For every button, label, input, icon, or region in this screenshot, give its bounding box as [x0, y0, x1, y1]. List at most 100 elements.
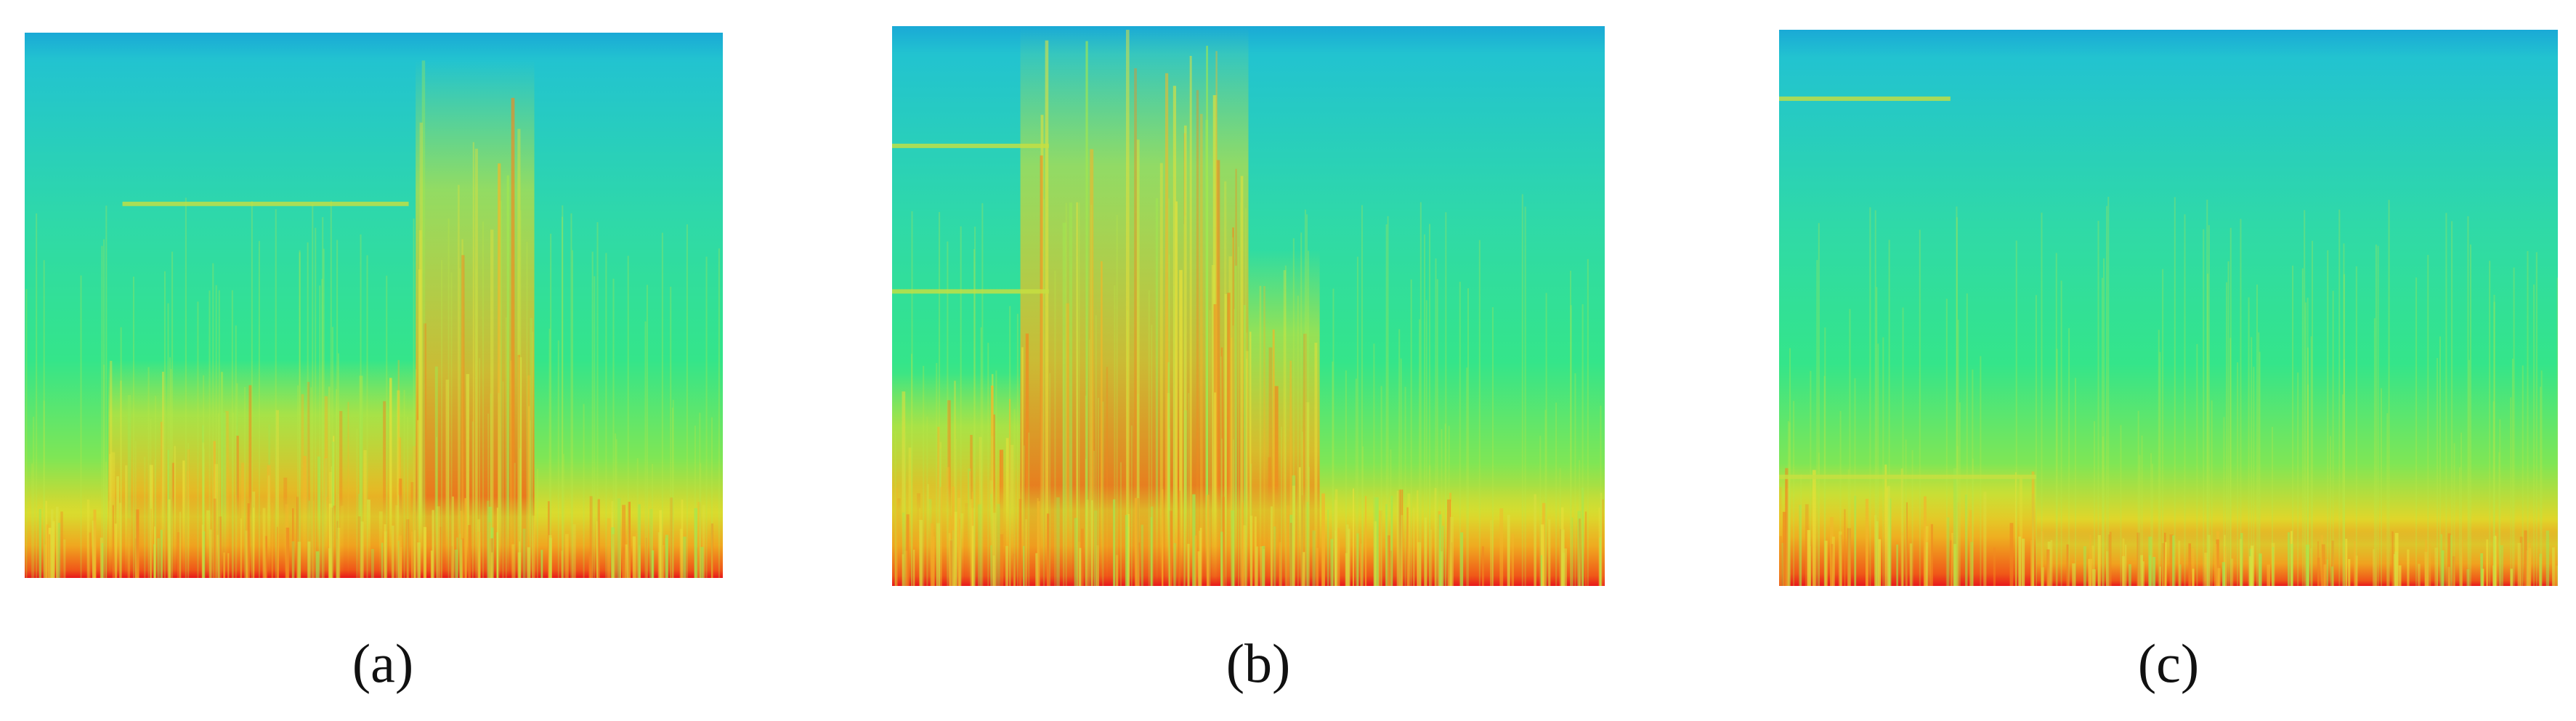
stripe	[321, 279, 323, 578]
stripe	[127, 518, 130, 578]
stripe	[2122, 555, 2126, 586]
stripe	[307, 381, 310, 578]
stripe	[1304, 209, 1306, 586]
stripe	[157, 538, 160, 578]
stripe	[681, 500, 684, 578]
stripe	[1013, 553, 1016, 586]
stripe	[1023, 545, 1025, 586]
stripe	[1524, 206, 1526, 586]
stripe	[2323, 564, 2327, 586]
stripe	[615, 433, 617, 578]
stripe	[1271, 506, 1273, 586]
stripe	[103, 364, 105, 578]
tone-line	[1779, 474, 2036, 479]
stripe	[2287, 532, 2291, 586]
stripe	[1966, 293, 1968, 586]
stripe	[705, 256, 708, 578]
stripe	[622, 505, 626, 578]
stripe	[1345, 553, 1348, 586]
stripe	[292, 508, 294, 578]
stripe	[612, 534, 615, 578]
stripe	[1959, 402, 1961, 586]
stripe	[474, 148, 478, 578]
stripe	[1459, 282, 1461, 586]
stripe	[2498, 452, 2500, 586]
stripe	[162, 372, 164, 578]
stripe	[2540, 370, 2543, 586]
stripe	[954, 511, 957, 586]
stripe	[232, 412, 234, 578]
stripe	[276, 526, 278, 578]
stripe	[527, 547, 530, 578]
stripe	[1189, 55, 1192, 586]
stripe	[1254, 516, 1257, 586]
stripe	[147, 367, 150, 578]
stripe	[336, 521, 339, 578]
stripe	[1398, 489, 1401, 586]
stripe	[52, 521, 55, 578]
stripe	[417, 542, 421, 578]
stripe	[1925, 542, 1929, 586]
stripe	[2375, 550, 2377, 586]
stripe	[114, 524, 118, 578]
stripe	[1373, 497, 1376, 586]
stripe	[1563, 548, 1567, 586]
stripe	[479, 358, 481, 578]
stripe	[1923, 496, 1927, 586]
stripe	[2553, 545, 2556, 586]
stripe	[1980, 356, 1982, 586]
stripe	[1430, 529, 1433, 586]
stripe	[1407, 493, 1411, 586]
stripe	[2223, 417, 2225, 586]
stripe	[498, 163, 501, 578]
stripe	[1555, 402, 1558, 586]
stripe	[1574, 373, 1576, 586]
stripe	[112, 505, 114, 578]
stripe	[594, 276, 596, 578]
stripe	[49, 534, 51, 578]
stripe	[1911, 449, 1913, 586]
stripe	[1570, 270, 1572, 586]
stripe	[134, 538, 137, 578]
stripe	[154, 526, 156, 578]
stripe	[1362, 446, 1364, 586]
energy-band	[892, 485, 1605, 586]
stripe	[990, 545, 992, 586]
stripe	[571, 250, 573, 578]
stripe	[88, 532, 92, 578]
stripe	[2493, 295, 2495, 586]
stripe	[2041, 531, 2044, 586]
stripe	[1005, 545, 1008, 586]
stripe	[2091, 569, 2096, 586]
stripe	[2178, 540, 2181, 586]
stripe	[403, 389, 405, 578]
stripe	[258, 240, 260, 578]
stripe	[1499, 508, 1504, 586]
stripe	[1332, 288, 1334, 586]
stripe	[1130, 425, 1133, 586]
spectrogram	[1779, 30, 2558, 586]
stripe	[2072, 563, 2075, 586]
stripe	[1127, 513, 1130, 586]
stripe	[2555, 566, 2558, 586]
stripe	[1172, 86, 1177, 586]
stripe	[1289, 523, 1292, 586]
stripe	[1220, 347, 1223, 586]
stripe	[2019, 476, 2023, 586]
stripe	[209, 529, 212, 578]
stripe	[651, 463, 653, 578]
stripe	[665, 538, 668, 578]
stripe	[1260, 546, 1264, 586]
stripe	[1115, 555, 1119, 586]
stripe	[1404, 386, 1406, 586]
stripe	[952, 486, 955, 586]
stripe	[1570, 305, 1572, 586]
stripe	[1234, 265, 1237, 586]
stripe	[1445, 212, 1447, 586]
stripe	[1215, 51, 1218, 586]
stripe	[2466, 569, 2470, 586]
stripe	[2321, 544, 2325, 586]
stripe	[216, 534, 219, 578]
stripe	[391, 525, 394, 578]
stripe	[2297, 372, 2299, 586]
